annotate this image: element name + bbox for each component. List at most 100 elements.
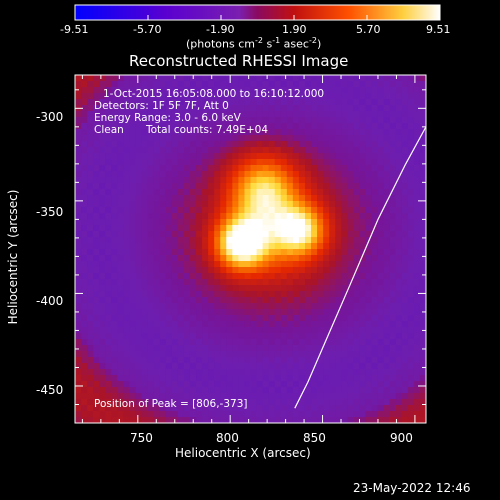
heatmap-cell	[311, 159, 318, 166]
heatmap-cell	[304, 363, 312, 370]
heatmap-cell	[226, 243, 233, 250]
heatmap-cell	[232, 297, 239, 304]
heatmap-cell	[389, 219, 397, 226]
heatmap-cell	[419, 141, 426, 148]
heatmap-cell	[183, 261, 191, 268]
heatmap-cell	[323, 345, 330, 352]
heatmap-cell	[177, 339, 185, 346]
heatmap-cell	[99, 237, 106, 244]
heatmap-cell	[413, 141, 421, 148]
heatmap-cell	[365, 147, 373, 154]
heatmap-cell	[329, 309, 336, 316]
colorbar-tick-label: 5.70	[356, 23, 381, 36]
heatmap-cell	[238, 297, 246, 304]
heatmap-cell	[232, 87, 239, 94]
heatmap-cell	[238, 93, 246, 100]
heatmap-cell	[407, 369, 415, 376]
heatmap-cell	[111, 201, 118, 208]
heatmap-cell	[117, 309, 125, 316]
heatmap-cell	[341, 327, 348, 334]
heatmap-cell	[347, 369, 354, 376]
heatmap-cell	[238, 411, 246, 418]
heatmap-cell	[256, 273, 264, 280]
heatmap-cell	[311, 201, 318, 208]
heatmap-cell	[226, 309, 233, 316]
heatmap-cell	[117, 129, 125, 136]
heatmap-cell	[335, 105, 342, 112]
heatmap-cell	[202, 375, 209, 382]
heatmap-cell	[347, 231, 354, 238]
heatmap-cell	[244, 105, 252, 112]
heatmap-cell	[238, 357, 246, 364]
heatmap-cell	[226, 339, 233, 346]
heatmap-cell	[87, 267, 94, 274]
heatmap-cell	[238, 201, 246, 208]
heatmap-cell	[123, 363, 131, 370]
heatmap-cell	[238, 111, 246, 118]
heatmap-cell	[371, 189, 379, 196]
heatmap-cell	[317, 369, 324, 376]
heatmap-cell	[311, 261, 318, 268]
heatmap-cell	[117, 207, 125, 214]
heatmap-cell	[377, 327, 385, 334]
heatmap-cell	[123, 183, 131, 190]
heatmap-cell	[383, 393, 391, 400]
heatmap-cell	[141, 387, 149, 394]
heatmap-cell	[274, 141, 282, 148]
heatmap-cell	[183, 201, 191, 208]
heatmap-cell	[183, 339, 191, 346]
heatmap-cell	[93, 159, 100, 166]
heatmap-cell	[189, 351, 197, 358]
heatmap-cell	[401, 195, 409, 202]
x-axis-label: Heliocentric X (arcsec)	[175, 446, 311, 460]
heatmap-cell	[353, 417, 361, 423]
heatmap-cell	[298, 177, 306, 184]
heatmap-cell	[317, 417, 324, 423]
heatmap-cell	[317, 99, 324, 106]
heatmap-cell	[171, 81, 179, 88]
heatmap-cell	[183, 387, 191, 394]
heatmap-cell	[311, 339, 318, 346]
heatmap-cell	[262, 339, 270, 346]
heatmap-cell	[183, 279, 191, 286]
heatmap-cell	[171, 207, 179, 214]
heatmap-cell	[377, 393, 385, 400]
heatmap-cell	[226, 405, 233, 412]
heatmap-cell	[177, 99, 185, 106]
heatmap-cell	[262, 363, 270, 370]
heatmap-cell	[153, 369, 161, 376]
heatmap-cell	[383, 135, 391, 142]
heatmap-cell	[347, 381, 354, 388]
heatmap-cell	[183, 141, 191, 148]
heatmap-cell	[250, 345, 258, 352]
heatmap-cell	[189, 249, 197, 256]
heatmap-cell	[111, 183, 118, 190]
heatmap-cell	[335, 249, 342, 256]
heatmap-cell	[274, 207, 282, 214]
heatmap-cell	[75, 261, 82, 268]
heatmap-cell	[147, 309, 155, 316]
heatmap-cell	[317, 333, 324, 340]
heatmap-cell	[171, 153, 179, 160]
heatmap-cell	[202, 171, 209, 178]
heatmap-cell	[129, 237, 137, 244]
heatmap-cell	[268, 177, 276, 184]
heatmap-cell	[75, 147, 82, 154]
heatmap-cell	[238, 339, 246, 346]
heatmap-cell	[111, 327, 118, 334]
heatmap-cell	[383, 243, 391, 250]
heatmap-cell	[153, 279, 161, 286]
heatmap-cell	[153, 261, 161, 268]
heatmap-cell	[183, 153, 191, 160]
heatmap-cell	[419, 123, 426, 130]
heatmap-cell	[268, 243, 276, 250]
heatmap-cell	[413, 183, 421, 190]
heatmap-cell	[129, 297, 137, 304]
heatmap-cell	[389, 129, 397, 136]
heatmap-cell	[401, 291, 409, 298]
heatmap-cell	[189, 243, 197, 250]
heatmap-cell	[389, 255, 397, 262]
heatmap-cell	[177, 309, 185, 316]
heatmap-cell	[111, 405, 118, 412]
heatmap-cell	[159, 129, 167, 136]
